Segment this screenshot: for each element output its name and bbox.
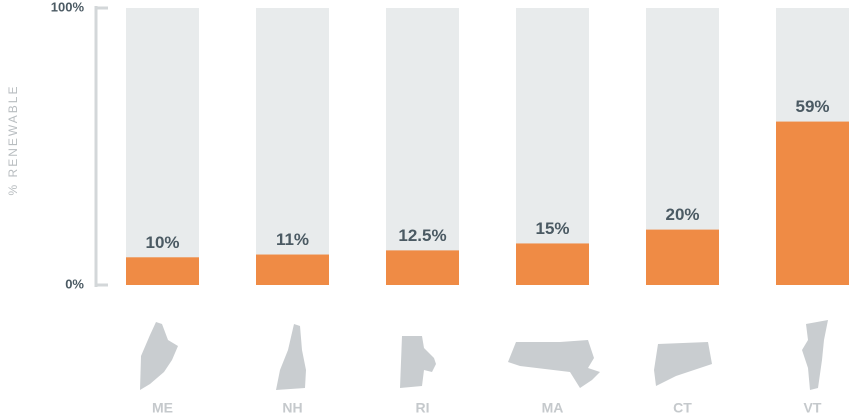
icon-me [140, 322, 178, 390]
value-label: 15% [535, 219, 569, 238]
x-tick-label: MA [542, 400, 564, 416]
icon-vt [802, 320, 828, 390]
x-tick-label: RI [416, 400, 430, 416]
icon-ct [654, 342, 712, 386]
value-label: 10% [145, 233, 179, 252]
bar [646, 229, 719, 285]
x-tick-label: ME [152, 400, 173, 416]
bar [256, 254, 329, 285]
bar-track [516, 8, 589, 285]
bar-track [256, 8, 329, 285]
value-label: 59% [795, 97, 829, 116]
y-tick-label: 0% [65, 276, 84, 291]
bar [386, 250, 459, 285]
bar-track [386, 8, 459, 285]
bar [516, 243, 589, 285]
x-tick-label: CT [673, 400, 692, 416]
icon-ri [400, 336, 436, 388]
value-label: 20% [665, 205, 699, 224]
bar [126, 257, 199, 285]
y-axis-title: % RENEWABLE [6, 85, 20, 196]
icon-nh [276, 324, 306, 390]
x-tick-label: VT [804, 400, 822, 416]
value-label: 12.5% [398, 226, 446, 245]
y-tick-label: 100% [51, 0, 85, 14]
icon-ma [508, 340, 600, 388]
state-icons [140, 320, 828, 390]
bar-track [126, 8, 199, 285]
bar [776, 121, 849, 285]
value-label: 11% [276, 230, 309, 249]
x-tick-label: NH [282, 400, 302, 416]
